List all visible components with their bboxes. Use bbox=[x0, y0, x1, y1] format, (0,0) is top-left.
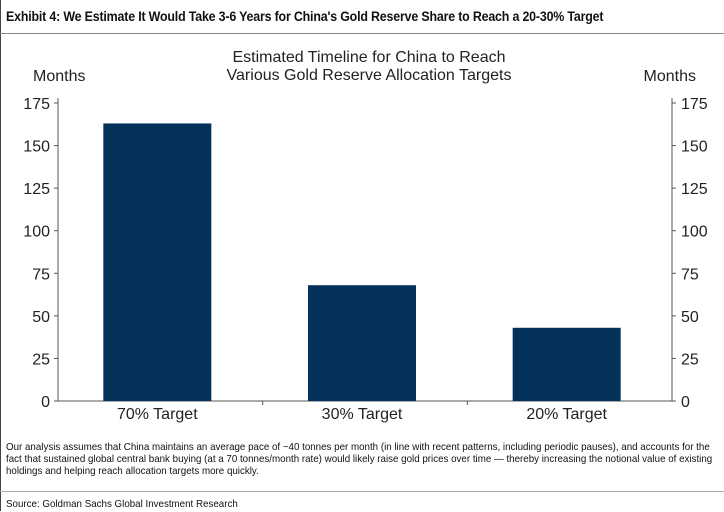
y-tick-label-right: 50 bbox=[681, 309, 699, 326]
y-tick-label-right: 100 bbox=[681, 224, 708, 241]
source-divider bbox=[0, 491, 724, 492]
chart-title-line-1: Estimated Timeline for China to Reach bbox=[232, 49, 505, 66]
y-tick-label-left: 25 bbox=[32, 351, 50, 368]
y-tick-label-right: 150 bbox=[681, 139, 708, 156]
y-tick-label-left: 175 bbox=[23, 96, 50, 113]
y-tick-label-right: 125 bbox=[681, 181, 708, 198]
y-tick-label-right: 25 bbox=[681, 351, 699, 368]
y-tick-label-left: 75 bbox=[32, 266, 50, 283]
y-tick-label-right: 0 bbox=[681, 394, 690, 411]
x-tick-label: 20% Target bbox=[526, 406, 607, 423]
y-tick-label-left: 0 bbox=[41, 394, 50, 411]
y-tick-label-left: 125 bbox=[23, 181, 50, 198]
title-divider bbox=[0, 33, 724, 34]
chart-footnote: Our analysis assumes that China maintain… bbox=[6, 441, 713, 477]
x-tick-label: 30% Target bbox=[322, 406, 403, 423]
exhibit-title: Exhibit 4: We Estimate It Would Take 3-6… bbox=[6, 9, 604, 24]
y-tick-label-left: 150 bbox=[23, 139, 50, 156]
y-axis-label-left: Months bbox=[33, 68, 85, 85]
y-tick-label-left: 100 bbox=[23, 224, 50, 241]
y-tick-label-left: 50 bbox=[32, 309, 50, 326]
bar-30-target bbox=[308, 285, 416, 401]
bar-70-target bbox=[103, 123, 212, 401]
y-axis-label-right: Months bbox=[644, 68, 696, 85]
bar-20-target bbox=[512, 327, 621, 401]
chart-title-line-2: Various Gold Reserve Allocation Targets bbox=[227, 67, 512, 84]
source-text: Source: Goldman Sachs Global Investment … bbox=[6, 498, 238, 510]
x-tick-label: 70% Target bbox=[117, 406, 198, 423]
y-tick-label-right: 75 bbox=[681, 266, 699, 283]
y-tick-label-right: 175 bbox=[681, 96, 708, 113]
